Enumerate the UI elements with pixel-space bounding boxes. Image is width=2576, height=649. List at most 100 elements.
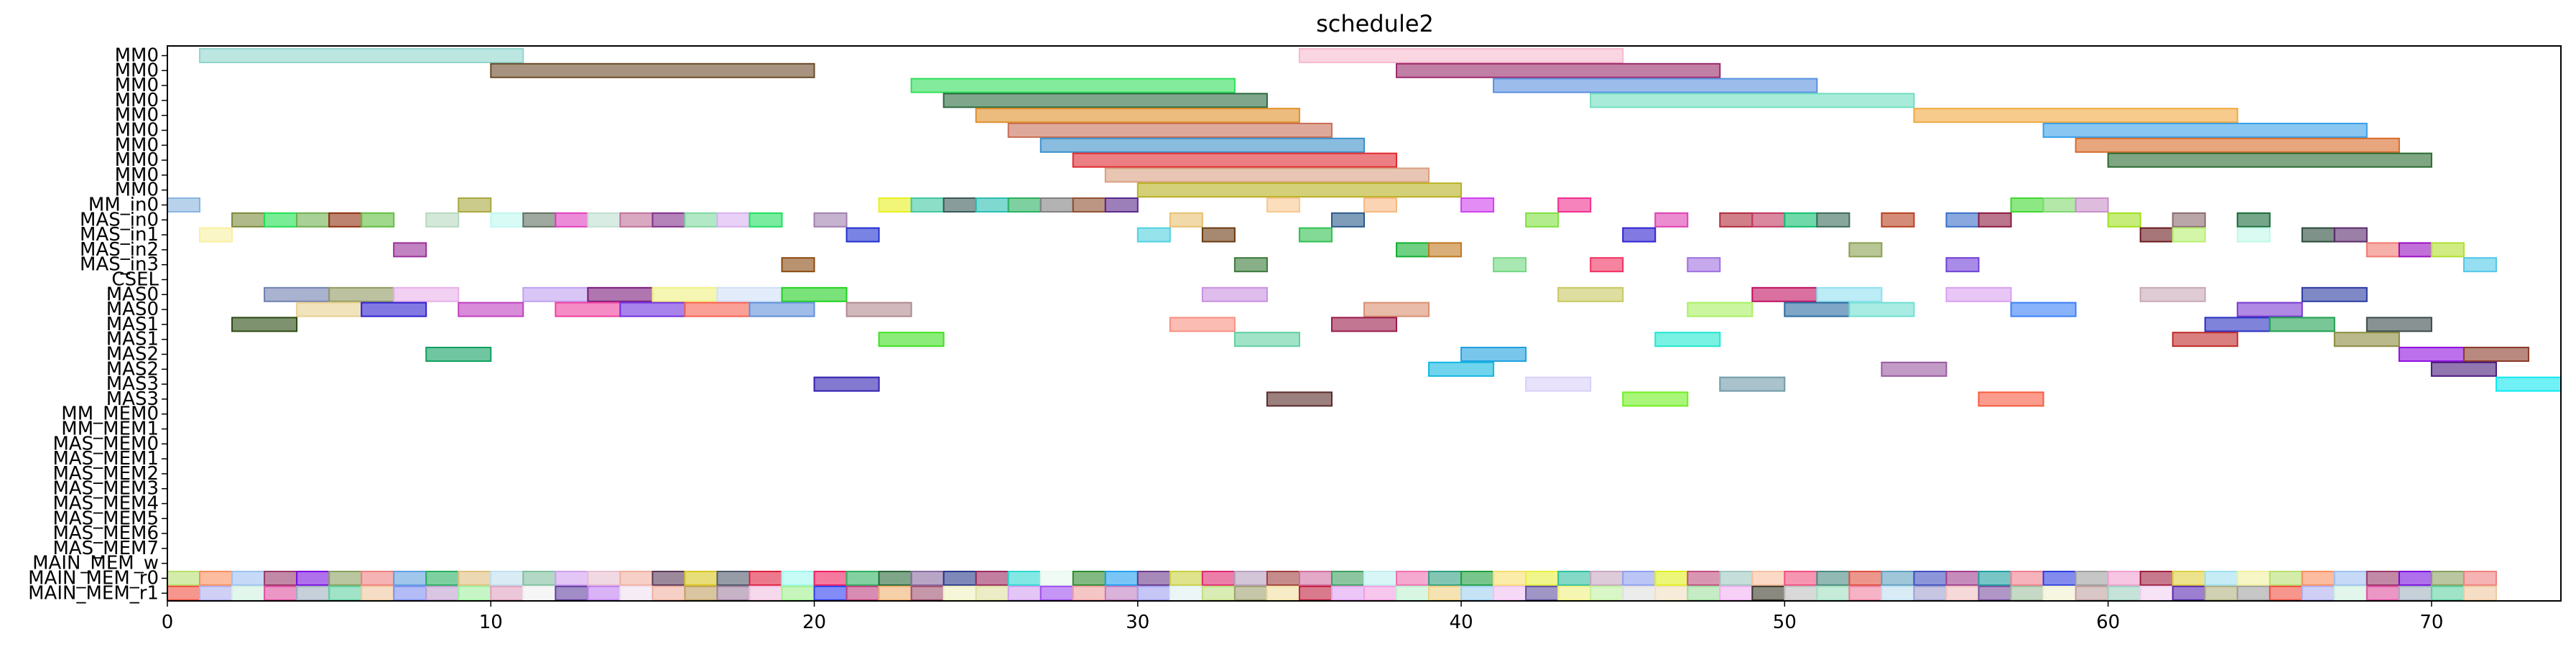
memory-access-cell: [1557, 585, 1592, 601]
memory-access-cell: [716, 571, 751, 586]
memory-access-cell: [619, 585, 654, 601]
memory-access-cell: [328, 585, 363, 601]
gantt-bar: [2075, 197, 2109, 213]
gantt-bar: [1687, 302, 1753, 317]
gantt-bar: [1945, 212, 1980, 228]
memory-access-cell: [1687, 585, 1721, 601]
gantt-bar: [425, 212, 460, 228]
memory-access-cell: [1784, 585, 1818, 601]
y-tick-label: MM0: [115, 134, 159, 156]
gantt-bar: [393, 286, 460, 302]
memory-access-cell: [2269, 571, 2303, 586]
memory-access-cell: [361, 585, 395, 601]
gantt-bar: [2430, 361, 2497, 377]
gantt-bar: [2172, 332, 2238, 347]
gantt-bar: [393, 242, 427, 258]
gantt-bar: [1039, 197, 1074, 213]
gantt-bar: [361, 302, 427, 317]
gantt-bar: [1266, 197, 1300, 213]
memory-access-cell: [199, 571, 233, 586]
gantt-bar: [1233, 257, 1268, 273]
memory-access-cell: [458, 571, 492, 586]
gantt-bar: [555, 212, 589, 228]
memory-access-cell: [2333, 585, 2368, 601]
gantt-bar: [1557, 286, 1624, 302]
gantt-bar: [1687, 257, 1721, 273]
gantt-bar: [1072, 197, 1106, 213]
memory-access-cell: [1104, 571, 1139, 586]
memory-access-cell: [1848, 585, 1883, 601]
y-tick-label: MAS_MEM3: [52, 478, 159, 500]
gantt-bar: [1072, 152, 1398, 168]
gantt-bar: [684, 212, 718, 228]
y-tick-label: MAIN_MEM_r1: [28, 582, 159, 604]
y-tick-label: MM_MEM1: [61, 419, 159, 440]
gantt-bar: [1945, 257, 1980, 273]
memory-access-cell: [1913, 571, 1947, 586]
memory-access-cell: [942, 571, 977, 586]
y-tick-label: MM0: [115, 120, 159, 141]
memory-access-cell: [1072, 571, 1106, 586]
y-tick-label: MAS_MEM1: [52, 448, 159, 470]
gantt-bar: [1039, 137, 1365, 153]
memory-access-cell: [749, 585, 783, 601]
memory-access-cell: [2269, 585, 2303, 601]
memory-access-cell: [1654, 585, 1689, 601]
gantt-bar: [2042, 197, 2077, 213]
memory-access-cell: [781, 585, 815, 601]
memory-access-cell: [813, 571, 848, 586]
gantt-bar: [296, 302, 363, 317]
memory-access-cell: [652, 585, 686, 601]
memory-access-cell: [1945, 585, 1980, 601]
gantt-bar: [328, 286, 395, 302]
memory-access-cell: [652, 571, 686, 586]
y-tick-label: CSEL: [111, 269, 159, 291]
x-axis: 0 10 20 30 40 50 60 70: [162, 601, 2443, 633]
gantt-bar: [2042, 123, 2368, 138]
memory-access-cell: [1978, 585, 2012, 601]
gantt-bar: [942, 93, 1268, 108]
gantt-bar: [1330, 212, 1366, 228]
memory-access-cell: [1460, 585, 1495, 601]
gantt-bar: [2107, 212, 2141, 228]
gantt-bar: [1266, 391, 1333, 407]
memory-access-cell: [2075, 585, 2109, 601]
gantt-bar: [1298, 227, 1333, 243]
gantt-bar: [264, 212, 298, 228]
gantt-bar: [199, 48, 524, 63]
gantt-bar: [619, 212, 654, 228]
memory-access-cell: [1751, 571, 1786, 586]
memory-access-cell: [1039, 571, 1074, 586]
y-tick-label: MAS0: [106, 299, 159, 320]
memory-access-cell: [910, 585, 945, 601]
gantt-bar: [910, 197, 945, 213]
memory-access-cell: [1590, 585, 1624, 601]
memory-access-cell: [2075, 571, 2109, 586]
gantt-bar: [749, 302, 815, 317]
gantt-bar: [1136, 182, 1463, 198]
gantt-bar: [1363, 197, 1398, 213]
memory-access-cell: [393, 571, 427, 586]
memory-access-cell: [2204, 571, 2238, 586]
gantt-bar: [2495, 376, 2562, 392]
memory-rows-layer: [167, 571, 2497, 601]
gantt-bar: [716, 286, 783, 302]
memory-access-cell: [749, 571, 783, 586]
memory-access-cell: [490, 571, 524, 586]
y-tick-label: MAS2: [106, 358, 159, 380]
y-tick-label: MM0: [115, 179, 159, 201]
gantt-bar: [587, 286, 654, 302]
bars-layer: [167, 48, 2562, 407]
gantt-bar: [1913, 108, 2238, 123]
memory-access-cell: [2204, 585, 2238, 601]
memory-access-cell: [2366, 585, 2400, 601]
gantt-bar: [1007, 197, 1042, 213]
gantt-bar: [1848, 302, 1915, 317]
gantt-bar: [910, 78, 1236, 93]
memory-access-cell: [1330, 585, 1366, 601]
gantt-bar: [2398, 347, 2465, 362]
gantt-bar: [231, 212, 266, 228]
gantt-bar: [2463, 347, 2529, 362]
memory-access-cell: [910, 571, 945, 586]
memory-access-cell: [1493, 585, 1527, 601]
